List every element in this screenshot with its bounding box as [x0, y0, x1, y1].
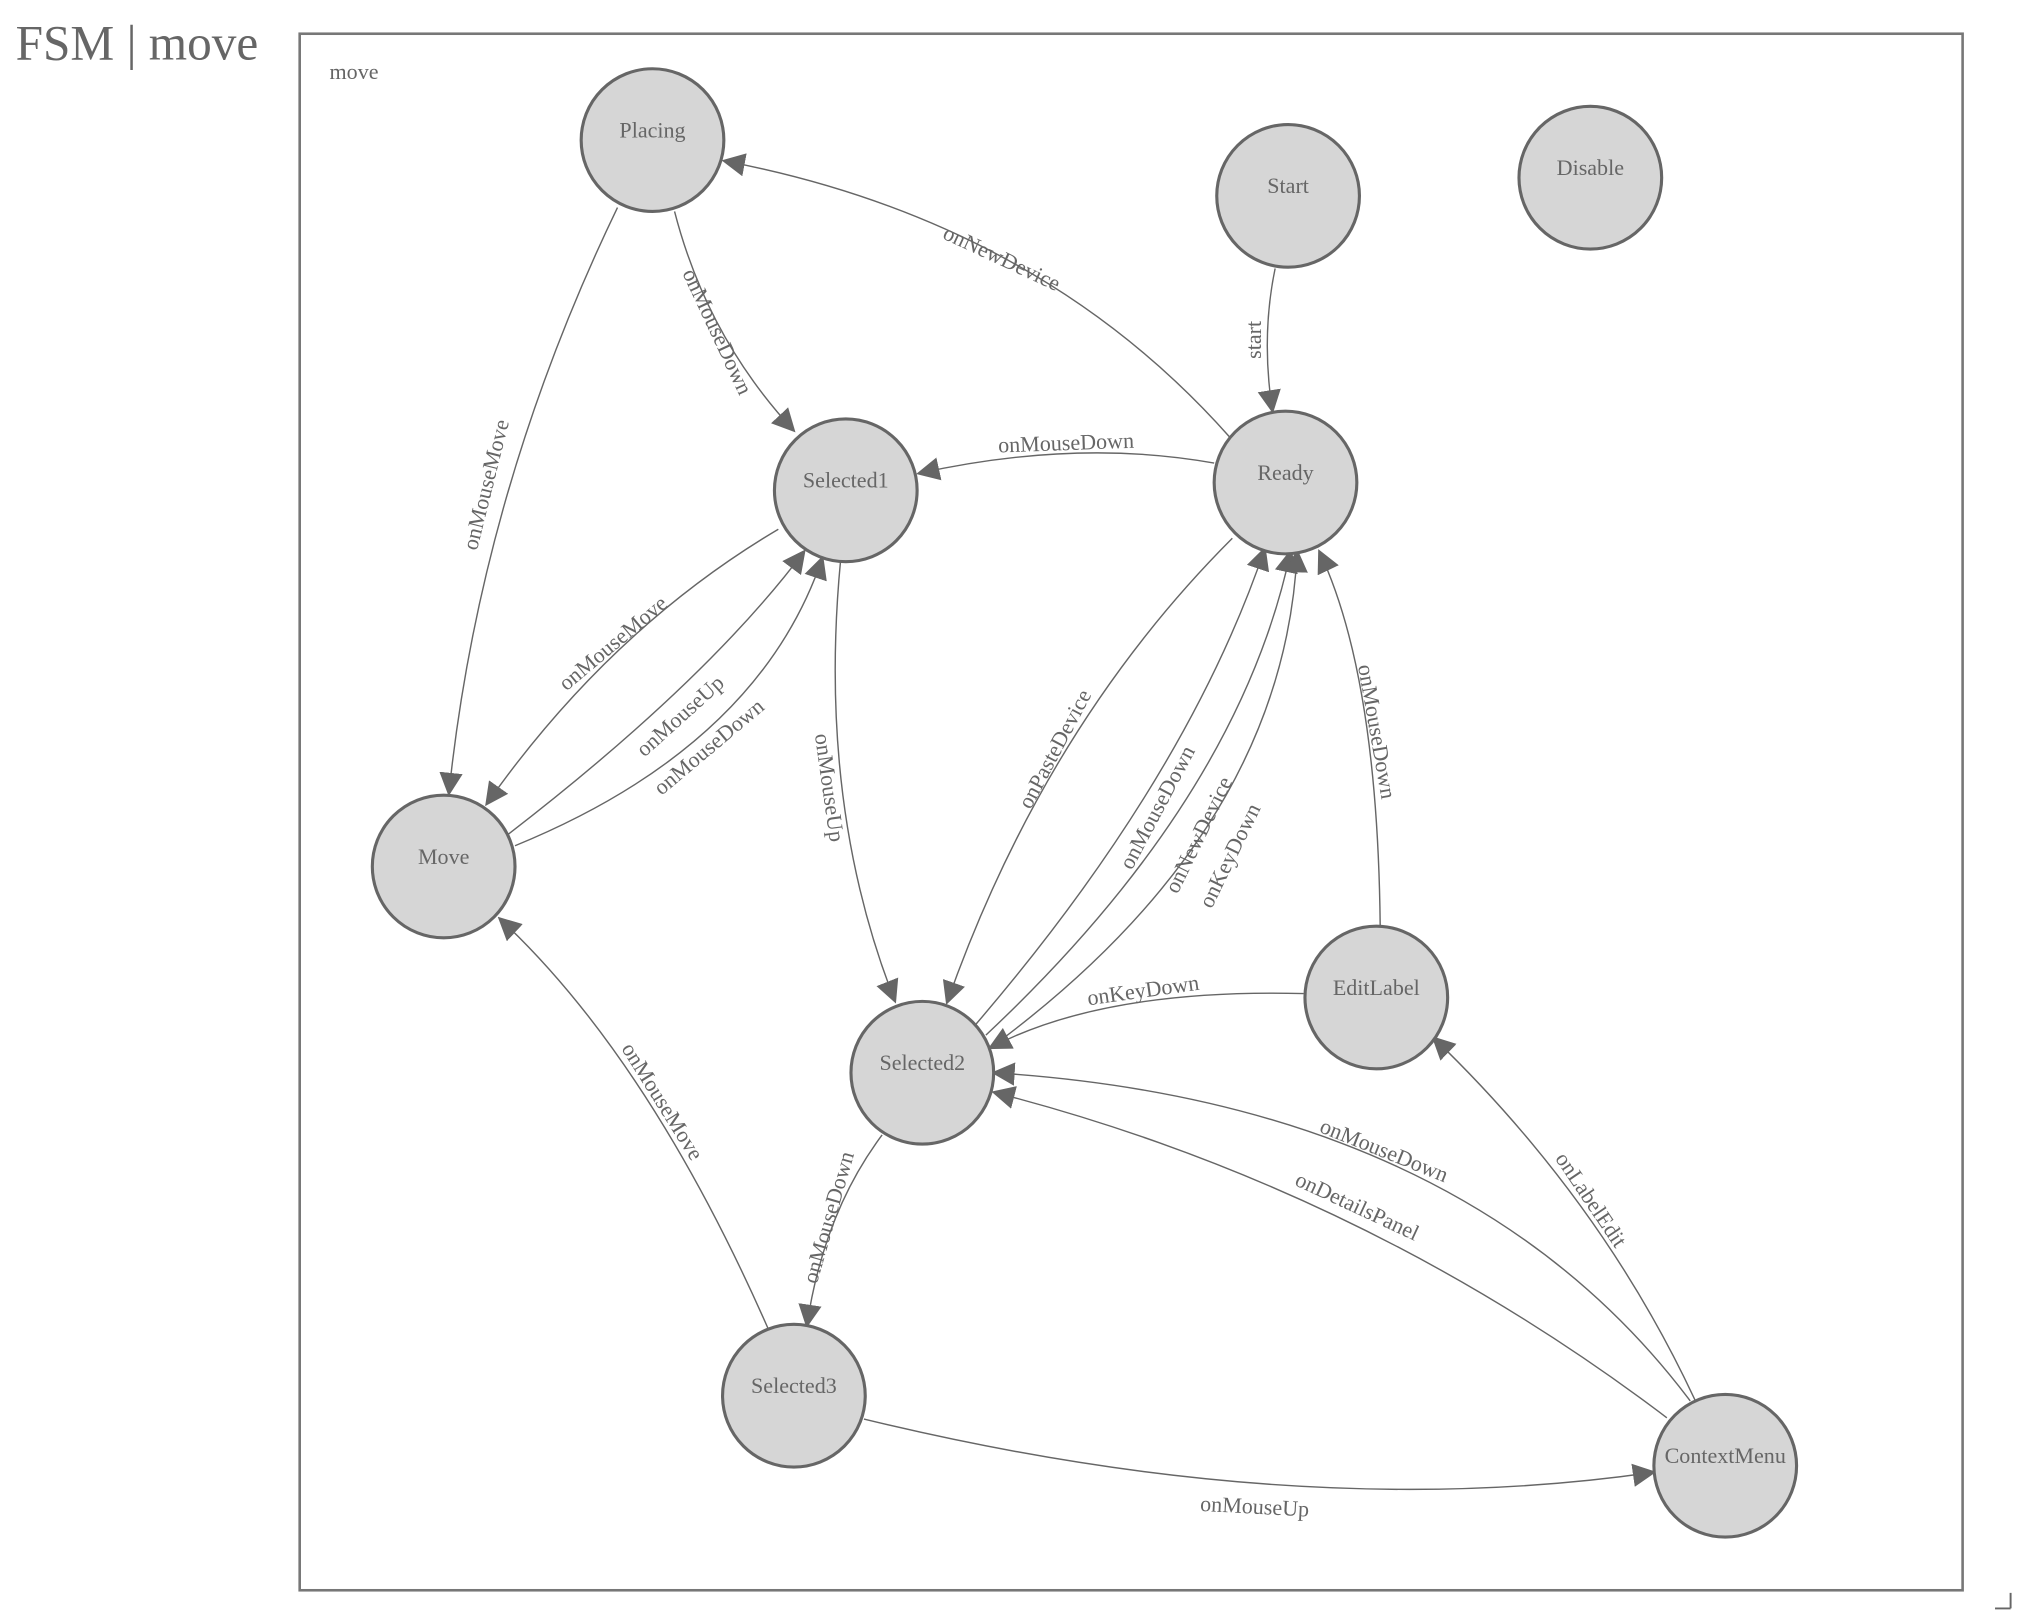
transition-arrow: [721, 153, 1231, 438]
transition-label: onMouseUp: [1200, 1491, 1310, 1522]
state-label: Selected1: [803, 468, 889, 493]
state-placing[interactable]: Placing: [579, 67, 726, 213]
state-disable[interactable]: Disable: [1517, 104, 1664, 251]
transition-selected1-to-move[interactable]: onMouseMove: [485, 528, 779, 807]
state-editlabel[interactable]: EditLabel: [1303, 924, 1450, 1071]
transition-selected1-to-selected2[interactable]: onMouseUp: [810, 560, 899, 1004]
transition-arrow: [942, 537, 1233, 1005]
state-ready[interactable]: Ready: [1212, 409, 1359, 556]
state-contextmenu[interactable]: ContextMenu: [1652, 1392, 1799, 1539]
state-selected2[interactable]: Selected2: [849, 999, 996, 1146]
transition-selected2-to-selected3[interactable]: onMouseDown: [797, 1134, 883, 1328]
state-circle: [1212, 409, 1359, 556]
state-selected3[interactable]: Selected3: [720, 1322, 867, 1469]
transition-arrow: [514, 555, 827, 847]
state-label: Placing: [619, 117, 685, 142]
machine-name: move: [330, 59, 379, 84]
transition-arrow: [916, 452, 1215, 481]
transition-editlabel-to-ready[interactable]: onMouseDown: [1317, 549, 1401, 927]
transition-label: onMouseDown: [1317, 1113, 1452, 1187]
state-move[interactable]: Move: [370, 793, 517, 940]
transition-arrow: [834, 560, 899, 1004]
transition-label: onMouseMove: [553, 590, 671, 695]
transition-placing-to-move[interactable]: onMouseMove: [439, 207, 619, 797]
transition-arrow: [439, 207, 619, 797]
state-label: EditLabel: [1333, 975, 1420, 1000]
transition-arrow: [508, 549, 806, 835]
machine-frame: [298, 32, 1964, 1592]
transition-arrow: [993, 548, 1308, 1047]
transition-label: onMouseDown: [998, 428, 1135, 458]
transition-arrow: [798, 1134, 883, 1328]
state-label: Ready: [1257, 460, 1313, 485]
resize-corner[interactable]: [1995, 1592, 2012, 1610]
transition-arrow: [673, 211, 796, 433]
transition-label: onDetailsPanel: [1292, 1166, 1424, 1245]
state-circle: [849, 999, 996, 1146]
transition-arrow: [497, 916, 769, 1329]
transition-label: onMouseUp: [810, 732, 850, 843]
transition-selected3-to-contextmenu[interactable]: onMouseUp: [863, 1418, 1657, 1522]
transition-label: onMouseDown: [678, 265, 758, 399]
transition-arrow: [863, 1418, 1657, 1491]
transition-label: onKeyDown: [1086, 970, 1201, 1010]
transition-arrow: [1257, 268, 1281, 414]
transition-label: start: [1241, 321, 1266, 359]
state-circle: [720, 1322, 867, 1469]
state-label: Selected3: [751, 1373, 837, 1398]
transition-editlabel-to-selected2[interactable]: onKeyDown: [987, 970, 1304, 1050]
state-circle: [1517, 104, 1664, 251]
state-circle: [579, 67, 726, 213]
transition-arrow: [974, 546, 1270, 1026]
transition-label: onMouseDown: [797, 1148, 859, 1286]
transition-label: onPasteDevice: [1013, 685, 1097, 813]
transition-arrow: [987, 992, 1304, 1050]
transition-move-to-selected1[interactable]: onMouseDown: [514, 555, 827, 847]
state-circle: [370, 793, 517, 940]
transition-ready-to-placing[interactable]: onNewDevice: [721, 153, 1231, 438]
transition-ready-to-selected1[interactable]: onMouseDown: [916, 428, 1215, 481]
page-title: FSM | move: [16, 16, 259, 71]
state-circle: [1652, 1392, 1799, 1539]
transition-start-to-ready[interactable]: start: [1241, 268, 1281, 414]
transition-label: onMouseMove: [617, 1038, 709, 1165]
transition-arrow: [985, 548, 1298, 1036]
transition-arrow: [991, 1086, 1668, 1419]
transition-label: onMouseDown: [1353, 662, 1401, 800]
state-label: Start: [1267, 173, 1309, 198]
transition-placing-to-selected1[interactable]: onMouseDown: [673, 211, 796, 433]
transition-label: onLabelEdit: [1551, 1147, 1633, 1251]
state-circle: [1303, 924, 1450, 1071]
state-start[interactable]: Start: [1215, 122, 1361, 269]
transition-label: onMouseMove: [457, 417, 514, 553]
transition-arrow: [1317, 549, 1381, 927]
state-label: ContextMenu: [1665, 1443, 1786, 1468]
transition-contextmenu-to-editlabel[interactable]: onLabelEdit: [1431, 1036, 1697, 1402]
transition-arrow: [991, 1062, 1691, 1402]
state-circle: [1215, 122, 1361, 269]
transition-arrow: [485, 528, 779, 807]
transition-arrow: [1431, 1036, 1697, 1402]
transition-label: onNewDevice: [940, 220, 1065, 296]
state-label: Selected2: [879, 1050, 965, 1075]
state-label: Move: [418, 844, 470, 869]
transition-selected3-to-move[interactable]: onMouseMove: [497, 916, 769, 1329]
state-circle: [772, 417, 919, 564]
state-selected1[interactable]: Selected1: [772, 417, 919, 564]
state-label: Disable: [1557, 155, 1625, 180]
